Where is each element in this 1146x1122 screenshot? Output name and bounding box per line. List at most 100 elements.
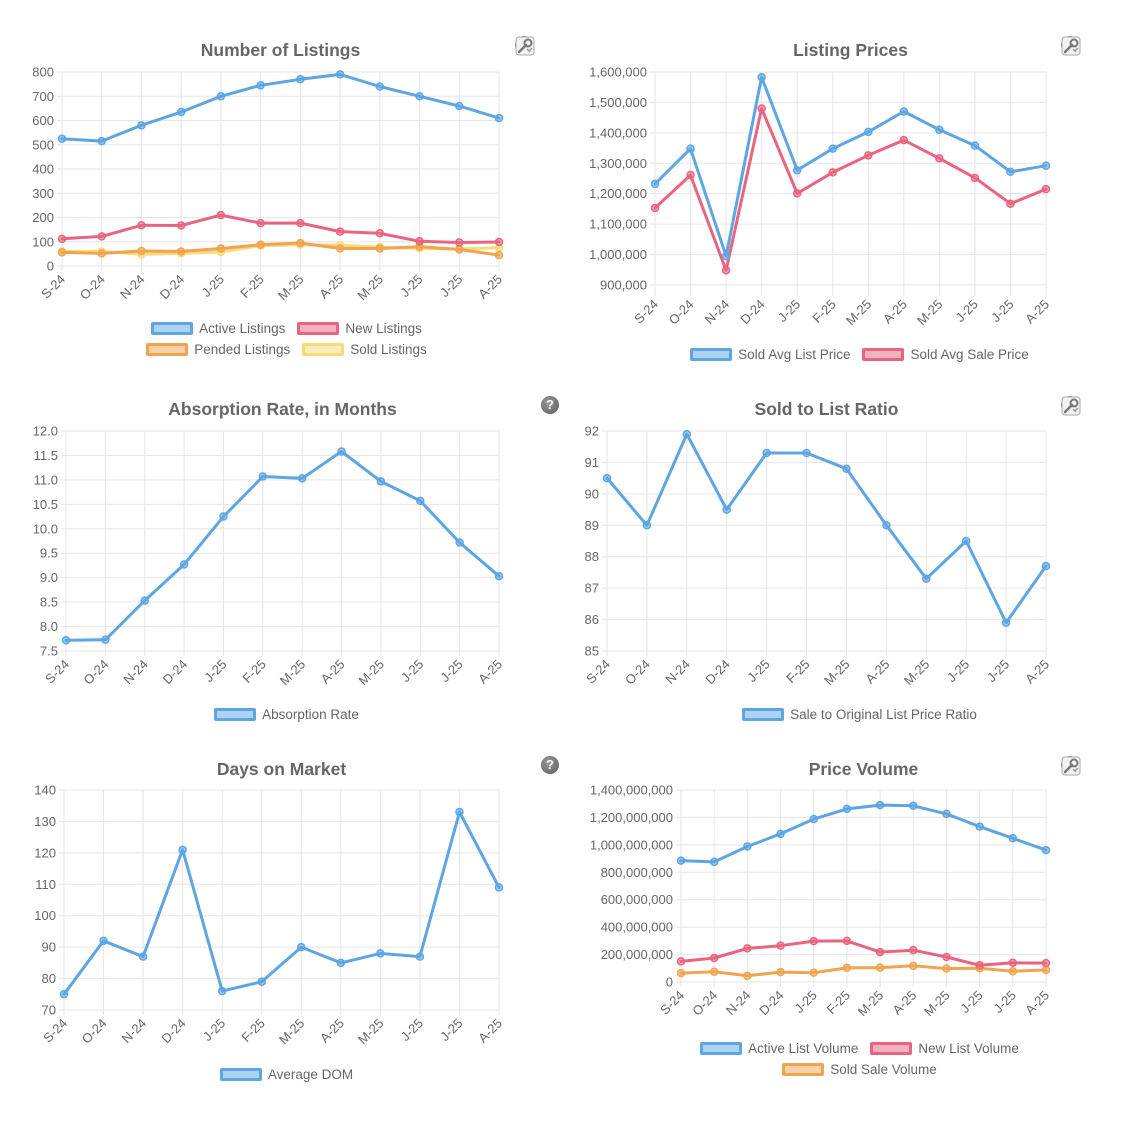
legend-item-sold-sale-volume[interactable]: Sold Sale Volume (782, 1062, 937, 1077)
data-point-new-listings[interactable] (256, 218, 265, 228)
data-point-pended-listings[interactable] (494, 250, 504, 260)
data-point-new-listings[interactable] (176, 221, 186, 230)
data-point-new-listings[interactable] (335, 227, 345, 236)
data-point-active-listings[interactable] (455, 101, 464, 111)
data-point-average-dom[interactable] (494, 883, 504, 892)
data-point-sold-sale-volume[interactable] (842, 963, 852, 973)
data-point-sold-avg-list-price[interactable] (1041, 161, 1051, 170)
data-point-sale-to-original-list-price-ratio[interactable] (922, 574, 931, 583)
data-point-new-listings[interactable] (97, 232, 106, 241)
data-point-sold-avg-sale-price[interactable] (828, 168, 837, 177)
data-point-sold-avg-list-price[interactable] (970, 141, 980, 150)
data-point-pended-listings[interactable] (296, 238, 305, 248)
data-point-absorption-rate[interactable] (258, 472, 268, 481)
data-point-active-list-volume[interactable] (1008, 834, 1018, 843)
data-point-sold-sale-volume[interactable] (776, 967, 785, 977)
data-point-sold-avg-sale-price[interactable] (935, 154, 944, 163)
data-point-average-dom[interactable] (455, 807, 464, 817)
data-point-sold-avg-list-price[interactable] (686, 144, 695, 153)
data-point-sold-avg-list-price[interactable] (828, 144, 837, 153)
data-point-average-dom[interactable] (217, 986, 227, 996)
help-icon[interactable]: ? (541, 756, 559, 774)
data-point-active-listings[interactable] (494, 113, 504, 123)
data-point-absorption-rate[interactable] (219, 512, 228, 521)
data-point-new-list-volume[interactable] (1041, 958, 1051, 968)
data-point-new-list-volume[interactable] (676, 957, 686, 966)
data-point-new-list-volume[interactable] (975, 961, 984, 970)
data-point-absorption-rate[interactable] (101, 635, 110, 645)
legend-item-average-dom[interactable]: Average DOM (219, 1067, 353, 1082)
tools-icon[interactable] (1061, 36, 1081, 56)
legend-item-sold-listings[interactable]: Sold Listings (302, 342, 427, 357)
data-point-absorption-rate[interactable] (297, 474, 307, 483)
data-point-absorption-rate[interactable] (337, 447, 346, 456)
data-point-sold-avg-sale-price[interactable] (721, 266, 731, 275)
data-point-active-list-volume[interactable] (842, 804, 852, 814)
data-point-sale-to-original-list-price-ratio[interactable] (642, 521, 652, 530)
data-point-pended-listings[interactable] (375, 244, 385, 253)
data-point-sale-to-original-list-price-ratio[interactable] (722, 505, 731, 514)
data-point-sold-sale-volume[interactable] (809, 968, 818, 977)
data-point-active-list-volume[interactable] (1041, 845, 1051, 855)
help-icon[interactable]: ? (541, 396, 559, 414)
data-point-sold-avg-sale-price[interactable] (757, 104, 766, 113)
data-point-pended-listings[interactable] (97, 249, 106, 258)
data-point-active-listings[interactable] (296, 75, 305, 84)
data-point-sale-to-original-list-price-ratio[interactable] (961, 536, 971, 546)
data-point-sale-to-original-list-price-ratio[interactable] (1001, 618, 1011, 627)
legend-item-new-listings[interactable]: New Listings (297, 321, 422, 336)
data-point-pended-listings[interactable] (137, 246, 146, 256)
data-point-active-list-volume[interactable] (709, 857, 719, 867)
tools-icon[interactable] (515, 36, 535, 56)
data-point-sold-avg-list-price[interactable] (650, 179, 660, 189)
data-point-sold-avg-sale-price[interactable] (970, 173, 980, 183)
legend-item-active-listings[interactable]: Active Listings (151, 321, 285, 336)
data-point-pended-listings[interactable] (335, 244, 345, 253)
legend-item-pended-listings[interactable]: Pended Listings (146, 342, 290, 357)
data-point-average-dom[interactable] (59, 990, 69, 999)
data-point-active-listings[interactable] (97, 136, 106, 146)
data-point-new-list-volume[interactable] (942, 952, 951, 962)
data-point-sold-sale-volume[interactable] (909, 961, 918, 971)
data-point-new-listings[interactable] (57, 234, 67, 244)
data-point-sold-avg-list-price[interactable] (757, 72, 766, 82)
data-point-sold-avg-sale-price[interactable] (864, 151, 873, 160)
data-point-new-listings[interactable] (415, 237, 424, 246)
data-point-pended-listings[interactable] (57, 248, 67, 257)
data-point-sale-to-original-list-price-ratio[interactable] (842, 464, 851, 473)
data-point-active-list-volume[interactable] (776, 829, 785, 839)
data-point-active-list-volume[interactable] (942, 809, 951, 819)
data-point-sale-to-original-list-price-ratio[interactable] (762, 448, 771, 458)
data-point-active-listings[interactable] (57, 134, 67, 143)
data-point-active-listings[interactable] (216, 92, 226, 101)
data-point-active-listings[interactable] (415, 92, 424, 101)
data-point-pended-listings[interactable] (176, 247, 186, 256)
data-point-sold-avg-sale-price[interactable] (1041, 184, 1051, 194)
legend-item-sold-avg-sale-price[interactable]: Sold Avg Sale Price (862, 347, 1029, 362)
data-point-sold-sale-volume[interactable] (1008, 967, 1018, 976)
data-point-sold-avg-sale-price[interactable] (792, 189, 802, 198)
data-point-sold-avg-sale-price[interactable] (899, 135, 909, 145)
data-point-new-listings[interactable] (455, 238, 464, 247)
data-point-absorption-rate[interactable] (455, 538, 464, 547)
data-point-sale-to-original-list-price-ratio[interactable] (802, 448, 811, 458)
data-point-average-dom[interactable] (297, 942, 306, 952)
data-point-new-listings[interactable] (494, 237, 504, 247)
data-point-pended-listings[interactable] (455, 245, 464, 254)
data-point-active-listings[interactable] (176, 107, 186, 117)
data-point-active-list-volume[interactable] (676, 856, 686, 865)
data-point-new-list-volume[interactable] (709, 953, 719, 963)
data-point-average-dom[interactable] (257, 977, 266, 986)
legend-item-new-list-volume[interactable]: New List Volume (870, 1041, 1019, 1056)
data-point-average-dom[interactable] (178, 845, 187, 854)
legend-item-sale-to-original-list-price-ratio[interactable]: Sale to Original List Price Ratio (742, 707, 977, 722)
tools-icon[interactable] (1061, 396, 1081, 416)
data-point-sold-sale-volume[interactable] (743, 971, 752, 981)
data-point-new-listings[interactable] (216, 210, 226, 220)
data-point-sale-to-original-list-price-ratio[interactable] (882, 521, 891, 530)
data-point-active-listings[interactable] (137, 121, 146, 130)
data-point-sold-avg-sale-price[interactable] (686, 170, 695, 180)
data-point-absorption-rate[interactable] (416, 496, 425, 506)
data-point-active-list-volume[interactable] (875, 800, 885, 810)
data-point-new-listings[interactable] (296, 218, 305, 228)
